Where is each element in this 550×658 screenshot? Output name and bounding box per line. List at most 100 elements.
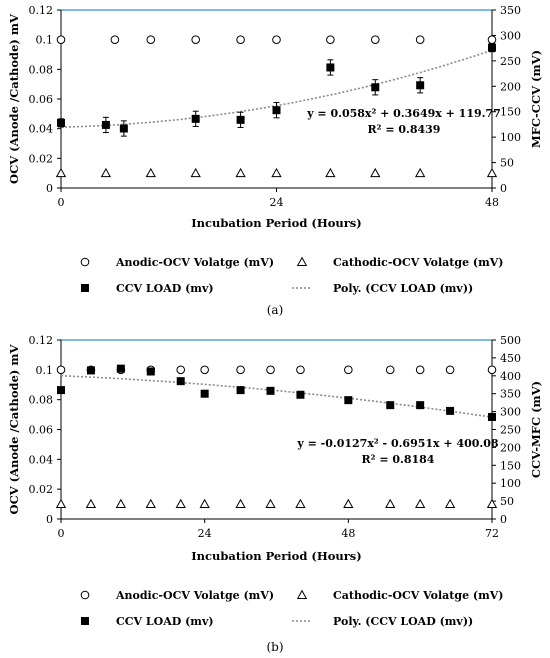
data-point-series-1 [145, 167, 156, 178]
data-point-series-2 [57, 386, 65, 395]
y-tick-label: 0.04 [29, 453, 54, 466]
y2-tick-label: 150 [500, 106, 521, 119]
data-point-series-1 [115, 498, 127, 509]
x-axis-title: Incubation Period (Hours) [191, 216, 361, 230]
data-point-series-1 [235, 498, 246, 509]
y-tick-label: 0.1 [36, 34, 54, 47]
data-point-series-1 [415, 167, 426, 178]
y-tick-label: 0.1 [36, 364, 54, 377]
legend-label: CCV LOAD (mv) [116, 615, 214, 628]
y2-tick-label: 250 [500, 55, 521, 68]
data-point-series-0 [487, 365, 497, 375]
data-point-series-2 [488, 43, 496, 52]
data-point-series-2 [236, 115, 245, 124]
data-point-series-2 [119, 124, 128, 133]
chart-b: 0 0.02 0.04 0.06 0.08 0.1 0.12 0 50 100 150 200 250 3… [7, 334, 543, 654]
y2-tick-label: 150 [500, 459, 521, 472]
panel-label: (b) [266, 640, 283, 654]
data-point-series-1 [145, 498, 156, 509]
trendline-poly [60, 375, 493, 419]
data-point-series-1 [385, 498, 396, 509]
y-tick-label: 0.08 [29, 394, 54, 407]
legend-swatch-2 [81, 284, 89, 292]
data-point-series-1 [271, 167, 282, 178]
legend-swatch-0 [80, 257, 90, 267]
y2-tick-label: 350 [500, 388, 521, 401]
y2-tick-label: 0 [500, 182, 507, 195]
y2-tick-label: 400 [500, 370, 521, 383]
data-point-series-1 [486, 498, 498, 509]
data-point-series-0 [272, 35, 281, 44]
data-point-series-2 [236, 386, 245, 395]
data-point-series-2 [146, 367, 155, 376]
data-point-series-1 [100, 167, 112, 178]
data-point-series-2 [176, 377, 185, 386]
y-tick-label: 0.08 [29, 63, 54, 76]
legend-label: Anodic-OCV Volatge (mV) [115, 589, 274, 602]
data-point-series-2 [57, 118, 65, 127]
data-point-series-1 [486, 167, 498, 178]
chart-a: 0 0.02 0.04 0.06 0.08 0.1 0.12 0 50 100 150 200 250 3… [7, 4, 543, 317]
data-point-series-1 [55, 498, 67, 509]
trendline-equation: y = -0.0127x² - 0.6951x + 400.08 [296, 437, 499, 450]
data-point-series-2 [116, 364, 125, 373]
y2-axis-title: CCV-MFC (mV) [529, 381, 543, 478]
data-point-series-1 [55, 167, 67, 178]
legend-swatch-2 [81, 617, 89, 625]
data-point-series-1 [190, 167, 201, 178]
y-tick-label: 0.12 [29, 334, 54, 347]
panel-label: (a) [267, 303, 284, 317]
data-point-series-0 [56, 365, 66, 375]
y2-tick-label: 50 [500, 157, 514, 170]
data-point-series-2 [488, 412, 496, 421]
data-point-series-2 [86, 366, 95, 375]
y2-tick-label: 500 [500, 334, 521, 347]
legend-label: Cathodic-OCV Volatge (mV) [333, 256, 503, 269]
y-axis-title: OCV (Anode /Cathode) mV [7, 13, 21, 184]
data-point-series-0 [445, 365, 455, 375]
data-point-series-2 [344, 396, 353, 405]
y-axis-title: OCV (Anode /Cathode) mV [7, 343, 21, 514]
data-point-series-0 [296, 365, 305, 375]
y-tick-label: 0.02 [29, 483, 54, 496]
legend-label: CCV LOAD (mv) [116, 282, 214, 295]
trendline-r2: R² = 0.8184 [362, 453, 435, 466]
x-tick-label: 48 [485, 196, 499, 209]
legend-swatch-1 [296, 589, 308, 599]
data-point-series-0 [415, 35, 425, 44]
legend-label: Cathodic-OCV Volatge (mV) [333, 589, 503, 602]
data-point-series-2 [296, 390, 305, 399]
data-point-series-1 [295, 498, 306, 509]
x-tick-label: 24 [198, 527, 212, 540]
data-point-series-0 [385, 365, 395, 375]
data-point-series-1 [235, 167, 246, 178]
data-point-series-1 [85, 498, 97, 509]
y-tick-label: 0.02 [29, 152, 54, 165]
y2-tick-label: 100 [500, 131, 521, 144]
x-tick-label: 0 [58, 527, 65, 540]
data-point-series-1 [325, 167, 336, 178]
data-point-series-0 [326, 35, 335, 44]
data-point-series-0 [266, 365, 275, 375]
data-point-series-2 [200, 389, 209, 398]
data-point-series-0 [110, 35, 120, 44]
y2-tick-label: 250 [500, 424, 521, 437]
data-point-series-2 [371, 83, 380, 92]
data-point-series-1 [265, 498, 276, 509]
legend-label: Poly. (CCV LOAD (mv)) [333, 282, 473, 295]
legend-label: Poly. (CCV LOAD (mv)) [333, 615, 473, 628]
data-point-series-0 [236, 365, 245, 375]
data-point-series-1 [199, 498, 210, 509]
y2-tick-label: 300 [500, 29, 521, 42]
data-point-series-0 [56, 35, 66, 44]
legend-swatch-0 [80, 590, 90, 600]
y2-tick-label: 100 [500, 477, 521, 490]
y-tick-label: 0.04 [29, 123, 54, 136]
y2-tick-label: 450 [500, 352, 521, 365]
y-tick-label: 0.06 [29, 93, 54, 106]
data-point-series-0 [487, 35, 497, 44]
y-tick-label: 0 [46, 182, 53, 195]
data-point-series-0 [200, 365, 209, 375]
y2-tick-label: 350 [500, 4, 521, 17]
y2-tick-label: 200 [500, 441, 521, 454]
